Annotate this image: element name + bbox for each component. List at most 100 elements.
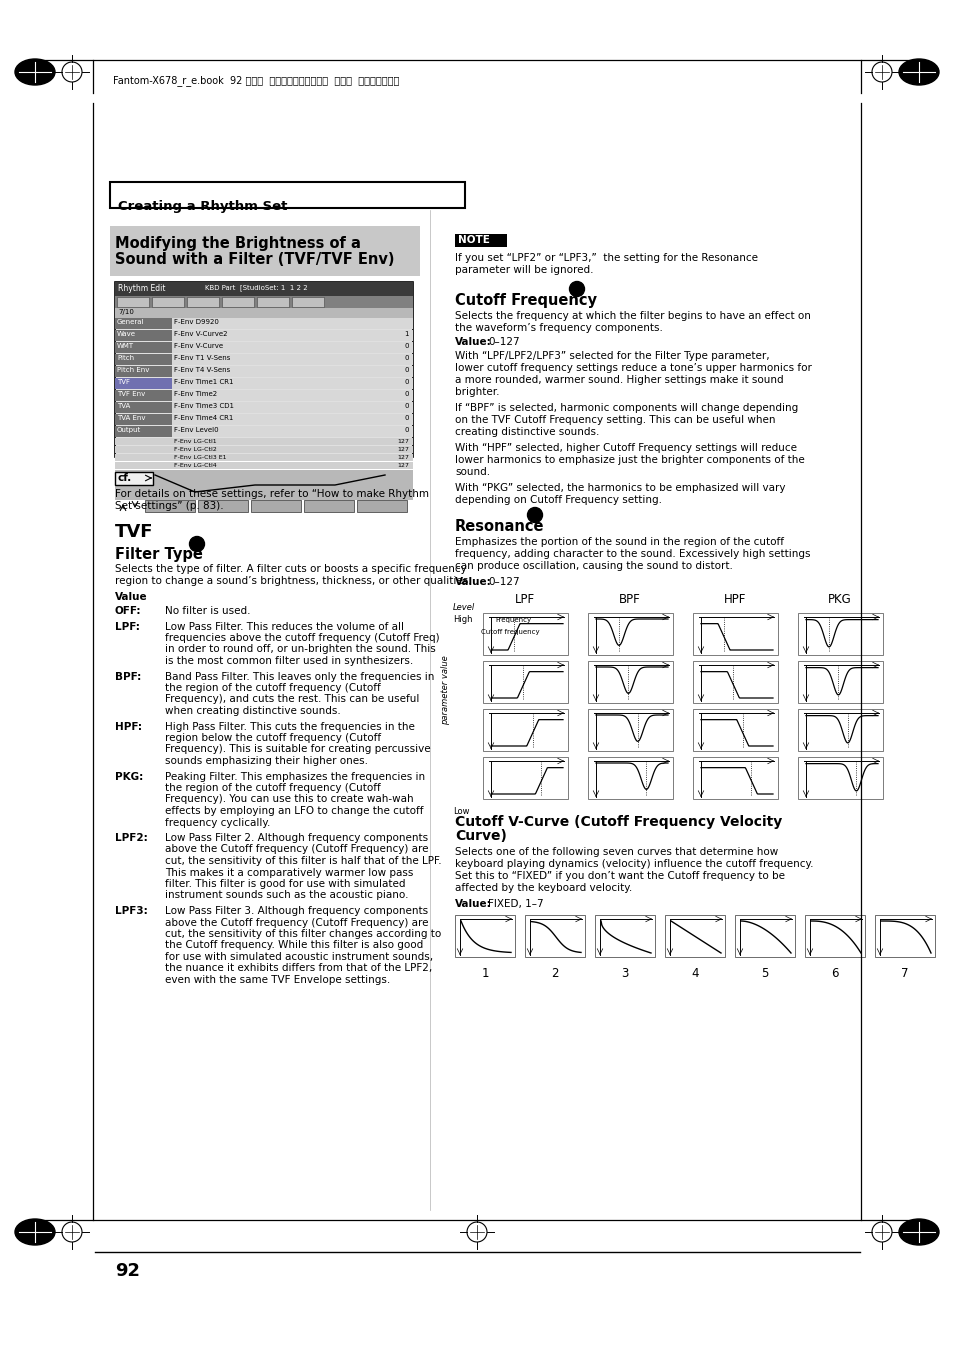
- Text: 7/10: 7/10: [118, 309, 133, 315]
- FancyBboxPatch shape: [587, 661, 672, 703]
- Text: KBD Part  [StudioSet: 1  1 2 2: KBD Part [StudioSet: 1 1 2 2: [205, 284, 307, 290]
- Text: LPF: LPF: [515, 593, 535, 607]
- Text: the nuance it exhibits differs from that of the LPF2,: the nuance it exhibits differs from that…: [165, 963, 432, 974]
- Text: 2: 2: [531, 509, 537, 519]
- Text: Emphasizes the portion of the sound in the region of the cutoff: Emphasizes the portion of the sound in t…: [455, 536, 783, 547]
- Text: lower harmonics to emphasize just the brighter components of the: lower harmonics to emphasize just the br…: [455, 455, 804, 465]
- Text: High Pass Filter. This cuts the frequencies in the: High Pass Filter. This cuts the frequenc…: [165, 721, 415, 731]
- Text: 127: 127: [396, 455, 409, 459]
- Text: Low Pass Filter 3. Although frequency components: Low Pass Filter 3. Although frequency co…: [165, 907, 428, 916]
- Text: cut, the sensitivity of this filter is half that of the LPF.: cut, the sensitivity of this filter is h…: [165, 857, 441, 866]
- Text: 6: 6: [830, 967, 838, 979]
- FancyBboxPatch shape: [587, 613, 672, 655]
- Text: frequencies above the cutoff frequency (Cutoff Freq): frequencies above the cutoff frequency (…: [165, 634, 439, 643]
- Text: WMT: WMT: [117, 343, 134, 349]
- Text: frequency cyclically.: frequency cyclically.: [165, 817, 270, 828]
- Text: PKG: PKG: [827, 593, 851, 607]
- Text: a more rounded, warmer sound. Higher settings make it sound: a more rounded, warmer sound. Higher set…: [455, 376, 782, 385]
- Text: Wave: Wave: [117, 331, 136, 336]
- Text: Frequency), and cuts the rest. This can be useful: Frequency), and cuts the rest. This can …: [165, 694, 419, 704]
- Text: Band Pass Filter. This leaves only the frequencies in: Band Pass Filter. This leaves only the f…: [165, 671, 434, 681]
- Text: Set this to “FIXED” if you don’t want the Cutoff frequency to be: Set this to “FIXED” if you don’t want th…: [455, 871, 784, 881]
- Text: 0: 0: [404, 415, 409, 422]
- Text: General: General: [117, 319, 144, 326]
- FancyBboxPatch shape: [115, 403, 172, 413]
- FancyBboxPatch shape: [222, 297, 253, 307]
- Text: 127: 127: [396, 439, 409, 444]
- Text: 0–127: 0–127: [488, 336, 519, 347]
- FancyBboxPatch shape: [797, 757, 882, 798]
- Text: If “BPF” is selected, harmonic components will change depending: If “BPF” is selected, harmonic component…: [455, 403, 798, 413]
- Text: F-Env LG-Ctl3 E1: F-Env LG-Ctl3 E1: [173, 455, 226, 459]
- Text: For details on these settings, refer to “How to make Rhythm: For details on these settings, refer to …: [115, 489, 429, 499]
- Text: Cutoff Frequency: Cutoff Frequency: [455, 293, 597, 308]
- Text: region below the cutoff frequency (Cutoff: region below the cutoff frequency (Cutof…: [165, 734, 381, 743]
- Text: No filter is used.: No filter is used.: [165, 607, 251, 616]
- FancyBboxPatch shape: [692, 709, 778, 751]
- Text: keyboard playing dynamics (velocity) influence the cutoff frequency.: keyboard playing dynamics (velocity) inf…: [455, 859, 813, 869]
- Text: 1: 1: [480, 967, 488, 979]
- Text: 4: 4: [691, 967, 698, 979]
- Text: Sound with a Filter (TVF/TVF Env): Sound with a Filter (TVF/TVF Env): [115, 253, 395, 267]
- Text: Curve): Curve): [455, 830, 506, 843]
- FancyBboxPatch shape: [115, 282, 413, 457]
- Text: Selects the frequency at which the filter begins to have an effect on: Selects the frequency at which the filte…: [455, 311, 810, 322]
- FancyBboxPatch shape: [110, 226, 419, 276]
- FancyBboxPatch shape: [117, 297, 149, 307]
- FancyBboxPatch shape: [874, 915, 934, 957]
- Ellipse shape: [898, 59, 938, 85]
- FancyBboxPatch shape: [692, 661, 778, 703]
- Text: brighter.: brighter.: [455, 386, 499, 397]
- Ellipse shape: [898, 1219, 938, 1246]
- Text: TVF Env: TVF Env: [117, 390, 145, 397]
- FancyBboxPatch shape: [172, 366, 413, 377]
- FancyBboxPatch shape: [172, 342, 413, 353]
- Text: F-Env LG-Ctl1: F-Env LG-Ctl1: [173, 439, 216, 444]
- Text: Filter Type: Filter Type: [115, 547, 203, 562]
- Text: F-Env LG-Ctl4: F-Env LG-Ctl4: [173, 463, 216, 467]
- Text: F-Env Time1 CR1: F-Env Time1 CR1: [173, 380, 233, 385]
- Text: above the Cutoff frequency (Cutoff Frequency) are: above the Cutoff frequency (Cutoff Frequ…: [165, 844, 428, 854]
- FancyBboxPatch shape: [455, 234, 506, 247]
- Text: F-Env Time2: F-Env Time2: [173, 390, 217, 397]
- Text: 3: 3: [620, 967, 628, 979]
- Text: HPF:: HPF:: [115, 721, 142, 731]
- FancyBboxPatch shape: [115, 378, 172, 389]
- Text: With “PKG” selected, the harmonics to be emphasized will vary: With “PKG” selected, the harmonics to be…: [455, 484, 784, 493]
- FancyBboxPatch shape: [115, 446, 413, 453]
- Text: 7: 7: [901, 967, 908, 979]
- Text: on the TVF Cutoff Frequency setting. This can be useful when: on the TVF Cutoff Frequency setting. Thi…: [455, 415, 775, 426]
- Text: cf.: cf.: [118, 473, 132, 484]
- FancyBboxPatch shape: [115, 462, 413, 469]
- FancyBboxPatch shape: [524, 915, 584, 957]
- FancyBboxPatch shape: [172, 354, 413, 365]
- FancyBboxPatch shape: [797, 613, 882, 655]
- Text: LPF2:: LPF2:: [115, 834, 148, 843]
- Text: the region of the cutoff frequency (Cutoff: the region of the cutoff frequency (Cuto…: [165, 684, 380, 693]
- FancyBboxPatch shape: [110, 182, 464, 208]
- Text: 0: 0: [404, 343, 409, 349]
- FancyBboxPatch shape: [172, 317, 413, 330]
- FancyBboxPatch shape: [115, 454, 413, 461]
- Text: sound.: sound.: [455, 467, 490, 477]
- FancyBboxPatch shape: [115, 282, 413, 296]
- Text: affected by the keyboard velocity.: affected by the keyboard velocity.: [455, 884, 632, 893]
- Text: LPF3:: LPF3:: [115, 907, 148, 916]
- Text: Selects the type of filter. A filter cuts or boosts a specific frequency: Selects the type of filter. A filter cut…: [115, 563, 466, 574]
- Text: Value:: Value:: [455, 898, 491, 909]
- Text: Low Pass Filter 2. Although frequency components: Low Pass Filter 2. Although frequency co…: [165, 834, 428, 843]
- Text: 0: 0: [404, 403, 409, 409]
- FancyBboxPatch shape: [692, 757, 778, 798]
- FancyBboxPatch shape: [804, 915, 864, 957]
- Text: even with the same TVF Envelope settings.: even with the same TVF Envelope settings…: [165, 975, 390, 985]
- Text: F-Env D9920: F-Env D9920: [173, 319, 218, 326]
- FancyBboxPatch shape: [595, 915, 655, 957]
- Text: LPF:: LPF:: [115, 621, 140, 631]
- Text: 0: 0: [404, 390, 409, 397]
- Text: Pitch: Pitch: [117, 355, 134, 361]
- Text: F-Env LG-Ctl2: F-Env LG-Ctl2: [173, 447, 216, 453]
- Text: Low Pass Filter. This reduces the volume of all: Low Pass Filter. This reduces the volume…: [165, 621, 403, 631]
- Text: Cutoff V-Curve (Cutoff Frequency Velocity: Cutoff V-Curve (Cutoff Frequency Velocit…: [455, 815, 781, 830]
- Text: F-Env T1 V-Sens: F-Env T1 V-Sens: [173, 355, 230, 361]
- Circle shape: [190, 536, 204, 551]
